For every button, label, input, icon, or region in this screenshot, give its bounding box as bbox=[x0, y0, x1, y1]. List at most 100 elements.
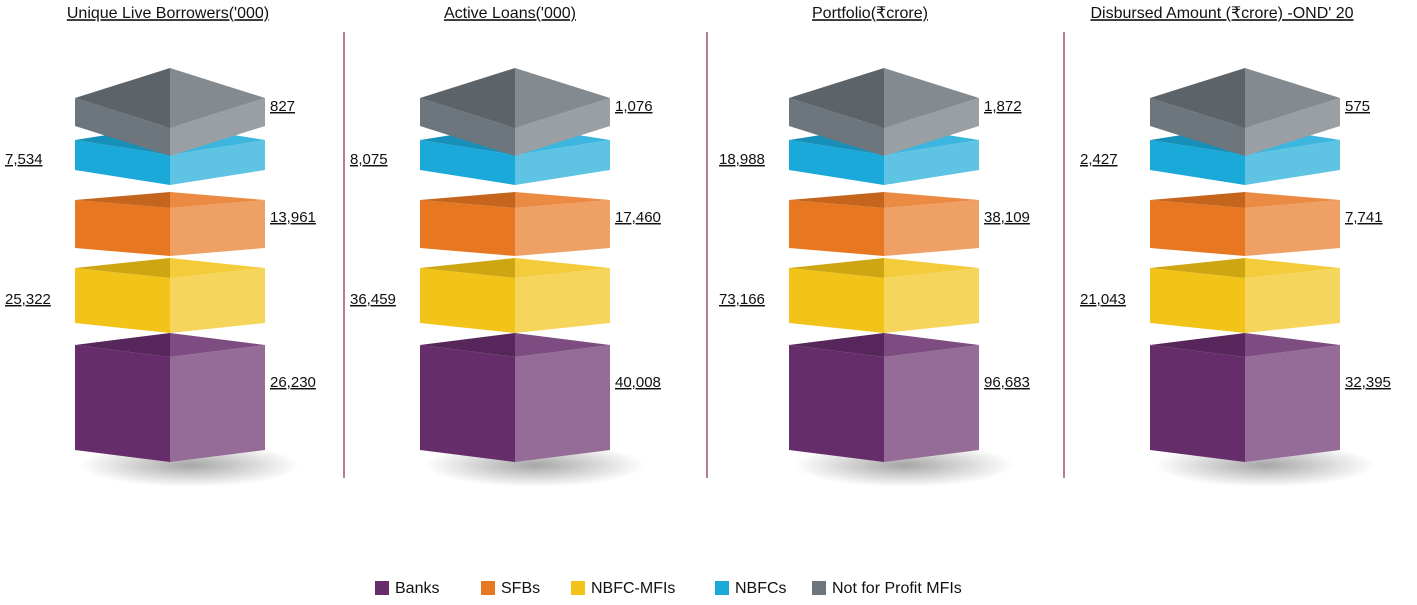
block bbox=[75, 68, 265, 156]
block-top-left bbox=[420, 258, 515, 278]
data-label: 13,961 bbox=[270, 209, 316, 226]
data-label: 38,109 bbox=[984, 209, 1030, 226]
block bbox=[420, 258, 610, 333]
block bbox=[1150, 68, 1340, 156]
block-right-face bbox=[884, 268, 979, 333]
chart-title: Unique Live Borrowers('000) bbox=[67, 5, 269, 22]
block-left-face bbox=[1150, 345, 1245, 462]
block-top-left bbox=[420, 333, 515, 357]
data-label: 21,043 bbox=[1080, 291, 1126, 308]
block-top-left bbox=[75, 68, 170, 128]
legend-swatch bbox=[571, 581, 585, 595]
data-label: 8,075 bbox=[350, 151, 388, 168]
block bbox=[420, 192, 610, 256]
block-top-left bbox=[1150, 333, 1245, 357]
legend-swatch bbox=[812, 581, 826, 595]
block-top-right bbox=[1245, 192, 1340, 208]
data-label: 1,872 bbox=[984, 98, 1022, 115]
block-top-left bbox=[789, 192, 884, 208]
block bbox=[75, 258, 265, 333]
block-left-face bbox=[75, 268, 170, 333]
block-left-face bbox=[420, 345, 515, 462]
legend-label: SFBs bbox=[501, 580, 540, 597]
block bbox=[1150, 192, 1340, 256]
data-label: 827 bbox=[270, 98, 295, 115]
data-label: 7,741 bbox=[1345, 209, 1383, 226]
block-right-face bbox=[515, 268, 610, 333]
block-top-right bbox=[170, 68, 265, 128]
block-top-right bbox=[884, 192, 979, 208]
block bbox=[1150, 258, 1340, 333]
block-top-right bbox=[515, 258, 610, 278]
block-top-right bbox=[515, 333, 610, 357]
legend-swatch bbox=[715, 581, 729, 595]
legend-label: Not for Profit MFIs bbox=[832, 580, 962, 597]
block-top-left bbox=[1150, 258, 1245, 278]
block-left-face bbox=[1150, 200, 1245, 256]
legend-swatch bbox=[375, 581, 389, 595]
data-label: 17,460 bbox=[615, 209, 661, 226]
block bbox=[789, 192, 979, 256]
block-right-face bbox=[170, 98, 265, 156]
data-label: 575 bbox=[1345, 98, 1370, 115]
block-top-left bbox=[75, 333, 170, 357]
legend-label: Banks bbox=[395, 580, 439, 597]
legend-label: NBFCs bbox=[735, 580, 787, 597]
block-left-face bbox=[789, 200, 884, 256]
block bbox=[789, 68, 979, 156]
data-label: 1,076 bbox=[615, 98, 653, 115]
block-right-face bbox=[170, 268, 265, 333]
chart-title: Disbursed Amount (₹crore) -OND' 20 bbox=[1090, 5, 1353, 22]
block-top-left bbox=[75, 192, 170, 208]
block bbox=[75, 333, 265, 462]
data-label: 7,534 bbox=[5, 151, 43, 168]
data-label: 36,459 bbox=[350, 291, 396, 308]
block-top-right bbox=[1245, 258, 1340, 278]
block-top-left bbox=[1150, 68, 1245, 128]
legend: Banks SFBs NBFC-MFIs NBFCs Not for Profi… bbox=[375, 580, 962, 597]
block-left-face bbox=[420, 200, 515, 256]
data-label: 73,166 bbox=[719, 291, 765, 308]
block-top-left bbox=[789, 68, 884, 128]
block-right-face bbox=[515, 200, 610, 256]
block-right-face bbox=[170, 200, 265, 256]
block-right-face bbox=[884, 98, 979, 156]
block-top-left bbox=[789, 333, 884, 357]
legend-label: NBFC-MFIs bbox=[591, 580, 675, 597]
block-left-face bbox=[789, 98, 884, 156]
block bbox=[420, 333, 610, 462]
block-right-face bbox=[515, 345, 610, 462]
block-top-right bbox=[884, 68, 979, 128]
block-right-face bbox=[1245, 98, 1340, 156]
block-left-face bbox=[75, 345, 170, 462]
block-right-face bbox=[1245, 345, 1340, 462]
data-label: 18,988 bbox=[719, 151, 765, 168]
data-label: 2,427 bbox=[1080, 151, 1118, 168]
block-top-right bbox=[515, 68, 610, 128]
block-left-face bbox=[789, 345, 884, 462]
block-left-face bbox=[420, 98, 515, 156]
chart-title: Active Loans('000) bbox=[444, 5, 576, 22]
block bbox=[75, 192, 265, 256]
data-label: 26,230 bbox=[270, 374, 316, 391]
block-right-face bbox=[170, 345, 265, 462]
block-left-face bbox=[420, 268, 515, 333]
block bbox=[1150, 333, 1340, 462]
block-top-right bbox=[1245, 68, 1340, 128]
data-label: 40,008 bbox=[615, 374, 661, 391]
block-top-right bbox=[884, 333, 979, 357]
block-right-face bbox=[1245, 268, 1340, 333]
block bbox=[789, 333, 979, 462]
block-top-right bbox=[170, 258, 265, 278]
block-left-face bbox=[75, 200, 170, 256]
block-left-face bbox=[75, 98, 170, 156]
block-top-right bbox=[170, 333, 265, 357]
block-right-face bbox=[884, 200, 979, 256]
block bbox=[789, 258, 979, 333]
block-top-right bbox=[170, 192, 265, 208]
block-top-right bbox=[884, 258, 979, 278]
block-left-face bbox=[1150, 98, 1245, 156]
data-label: 32,395 bbox=[1345, 374, 1391, 391]
block-right-face bbox=[884, 345, 979, 462]
